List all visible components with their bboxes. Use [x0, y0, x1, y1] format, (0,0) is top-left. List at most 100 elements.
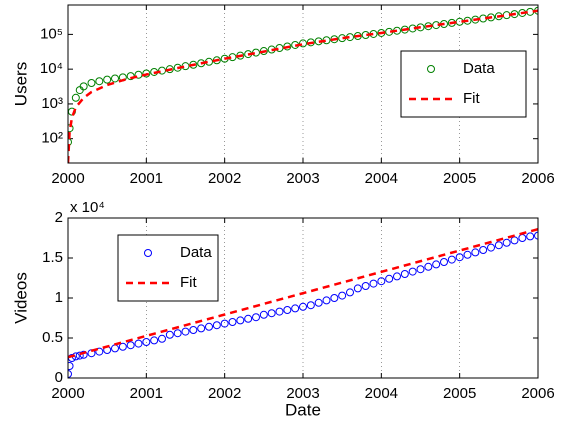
data-point	[455, 253, 464, 262]
x-tick-label: 2002	[208, 170, 241, 187]
data-point	[361, 282, 370, 290]
data-point	[134, 339, 143, 348]
data-point	[189, 326, 198, 334]
y-tick-label: 10³	[41, 95, 63, 112]
data-point	[510, 236, 519, 245]
axes-frame	[67, 217, 539, 379]
data-point	[75, 351, 84, 360]
data-point	[346, 288, 354, 297]
x-tick-label: 2005	[443, 170, 476, 187]
y-tick-label: 2	[55, 209, 63, 226]
y-tick-label: 1.5	[42, 249, 63, 266]
data-point	[126, 341, 135, 350]
y-tick-label: 10⁵	[40, 25, 63, 42]
data-point	[314, 298, 323, 307]
y-tick-label: 0	[55, 369, 63, 386]
data-point	[87, 78, 96, 87]
data-point	[236, 316, 245, 325]
data-point	[111, 74, 119, 83]
y-tick-label: 0.5	[42, 329, 63, 346]
data-point	[150, 336, 159, 345]
data-point	[494, 241, 503, 250]
data-point	[330, 294, 339, 302]
data-point	[118, 342, 127, 351]
y-tick-label: 1	[55, 289, 63, 306]
data-point	[142, 69, 151, 78]
data-point	[197, 324, 206, 333]
data-point	[95, 77, 104, 86]
y-axis-label: Users	[11, 62, 30, 106]
y-tick-label: 10⁴	[40, 60, 63, 77]
data-point	[502, 238, 511, 247]
data-point	[526, 232, 535, 241]
data-point	[71, 93, 80, 102]
data-point	[299, 39, 307, 48]
data-point	[440, 258, 448, 266]
data-point	[338, 291, 347, 300]
x-axis-label: Date	[285, 400, 321, 419]
data-point	[283, 306, 292, 314]
data-point	[369, 279, 378, 288]
data-point	[95, 347, 104, 356]
data-point	[244, 314, 253, 323]
data-point	[205, 322, 213, 331]
x-tick-label: 2003	[286, 385, 319, 402]
data-point	[79, 82, 88, 91]
y-axis-label: Videos	[11, 272, 30, 324]
data-point	[158, 334, 166, 343]
x-tick-label: 2006	[521, 385, 554, 402]
x-tick-label: 2004	[365, 385, 398, 402]
y-tick-label: 10²	[41, 130, 63, 147]
data-point	[173, 329, 182, 338]
fit-line	[68, 9, 538, 163]
data-point	[68, 138, 72, 147]
x-tick-label: 2002	[208, 385, 241, 402]
legend-marker	[144, 249, 152, 257]
data-point	[416, 265, 425, 274]
x-tick-label: 2004	[365, 170, 398, 187]
data-point	[165, 330, 174, 339]
data-point	[212, 321, 221, 330]
legend-label: Data	[180, 244, 212, 261]
data-point	[463, 250, 472, 259]
data-point	[181, 327, 190, 336]
data-point	[228, 318, 237, 326]
legend-label: Data	[463, 60, 495, 77]
data-point	[393, 272, 401, 281]
x-tick-label: 2003	[286, 170, 319, 187]
data-point	[299, 302, 307, 311]
x-tick-label: 2001	[130, 170, 163, 187]
data-point	[534, 231, 538, 240]
x-tick-label: 2001	[130, 385, 163, 402]
data-point	[291, 304, 300, 313]
legend-marker	[427, 65, 435, 73]
x-tick-label: 2000	[51, 385, 84, 402]
x-tick-label: 2006	[521, 170, 554, 187]
plot-data	[68, 227, 538, 378]
fit-line	[68, 227, 538, 359]
data-point	[400, 270, 409, 278]
data-point	[408, 267, 417, 276]
data-point	[68, 370, 72, 378]
data-point	[220, 319, 229, 328]
data-point	[158, 66, 166, 75]
legend-box	[117, 234, 219, 302]
data-point	[259, 310, 268, 319]
axes-frame	[67, 4, 539, 164]
data-point	[275, 43, 284, 52]
data-point	[267, 309, 276, 318]
data-point	[377, 277, 386, 286]
data-point	[68, 362, 74, 370]
data-point	[306, 301, 315, 310]
data-point	[385, 274, 394, 283]
data-point	[479, 246, 488, 254]
data-point	[252, 313, 260, 322]
plot-data	[68, 6, 538, 163]
data-point	[432, 260, 441, 269]
data-point	[283, 42, 292, 51]
data-point	[471, 248, 480, 257]
legend-label: Fit	[180, 274, 197, 291]
x-tick-label: 2005	[443, 385, 476, 402]
data-point	[275, 307, 284, 316]
